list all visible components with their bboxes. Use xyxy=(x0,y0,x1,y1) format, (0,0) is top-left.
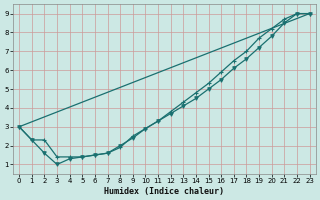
X-axis label: Humidex (Indice chaleur): Humidex (Indice chaleur) xyxy=(104,187,224,196)
